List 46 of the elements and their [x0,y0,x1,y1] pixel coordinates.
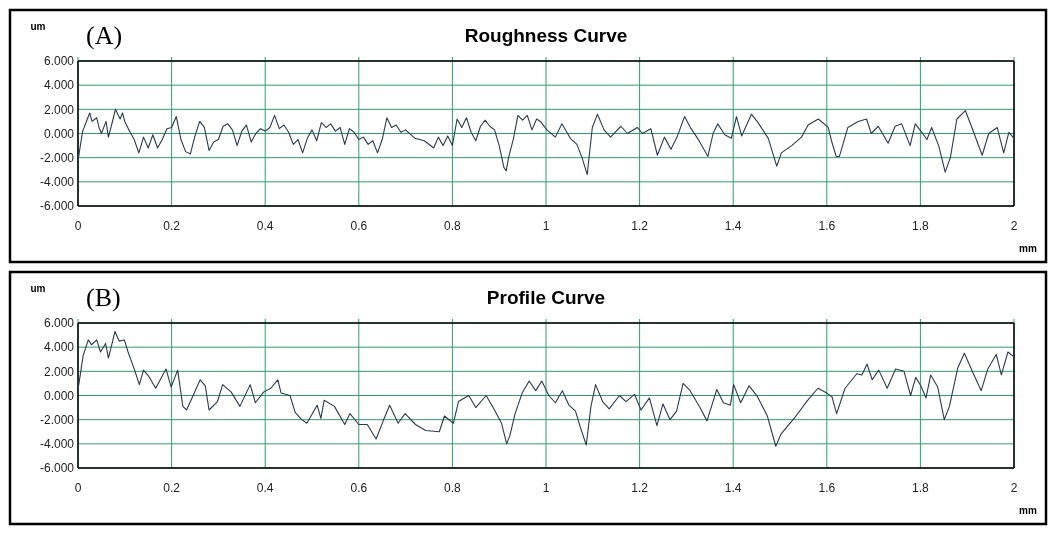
y-tick-label: -4.000 [39,175,75,190]
x-tick-label: 0.2 [163,219,181,233]
x-tick-label: 2 [1010,219,1018,233]
y-tick-label: -2.000 [39,150,75,165]
x-tick-label: 2 [1010,481,1018,495]
line-series [77,330,1015,447]
x-tick-label: 1.6 [818,481,836,495]
y-tick-label: 0.000 [43,388,75,403]
x-tick-label: 1.2 [631,481,649,495]
x-tick-label: 0.8 [444,481,462,495]
y-tick-label: 2.000 [43,364,75,379]
x-tick-label: 1.6 [818,219,836,233]
x-tick-label: 1.8 [912,481,930,495]
x-tick-label: 0.4 [256,219,274,233]
x-tick-label: 0 [74,481,82,495]
x-tick-label: 0.6 [350,219,368,233]
y-tick-label: -2.000 [39,412,75,427]
y-tick-label: -4.000 [39,437,75,452]
chart-title: Profile Curve [486,287,606,308]
y-tick-label: 4.000 [43,78,75,93]
x-tick-label: 0.8 [444,219,462,233]
x-tick-label: 0 [74,219,82,233]
x-tick-label: 1.4 [724,481,742,495]
x-tick-label: 1 [542,219,550,233]
text: (B) [86,283,121,312]
y-axis-title: um [30,283,46,294]
y-tick-label: 2.000 [43,102,75,117]
x-axis-title: mm [1019,243,1037,254]
y-tick-label: 0.000 [43,126,75,141]
x-tick-label: 1.8 [912,219,930,233]
y-tick-label: -6.000 [39,461,75,476]
line-series [77,108,1015,176]
x-tick-label: 0.4 [256,481,274,495]
text: (A) [86,21,123,50]
chart-title: Roughness Curve [464,25,628,46]
x-tick-label: 1 [542,481,550,495]
y-tick-label: 6.000 [43,54,75,69]
x-tick-label: 0.2 [163,481,181,495]
x-tick-label: 1.2 [631,219,649,233]
y-tick-label: -6.000 [39,199,75,214]
x-tick-label: 1.4 [724,219,742,233]
x-axis-title: mm [1019,505,1037,516]
x-tick-label: 0.6 [350,481,368,495]
y-tick-label: 6.000 [43,316,75,331]
y-tick-label: 4.000 [43,340,75,355]
y-axis-title: um [30,21,46,32]
